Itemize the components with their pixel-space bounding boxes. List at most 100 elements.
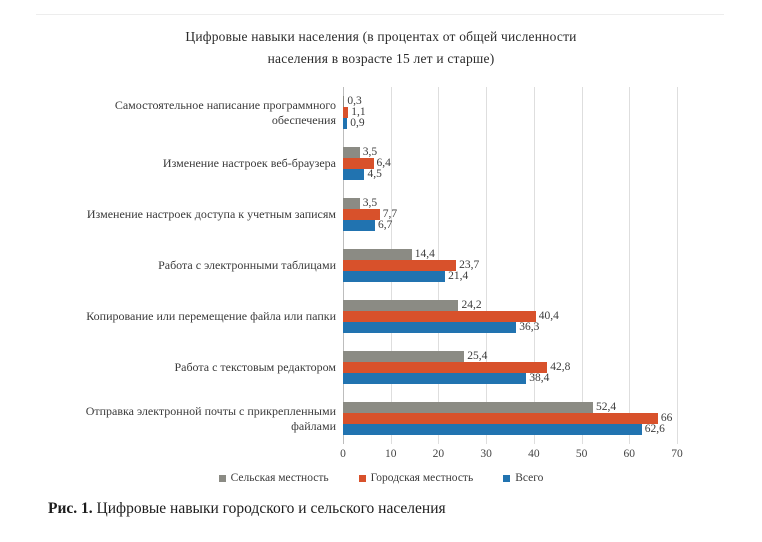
- bar: 38,4: [343, 371, 677, 385]
- category-row: Копирование или перемещение файла или па…: [48, 291, 714, 342]
- chart-legend: Сельская местность Городская местность Все…: [0, 472, 762, 484]
- gridline: [629, 87, 631, 445]
- bar-value-label: 1,1: [351, 105, 366, 118]
- legend-item: Городская местность: [358, 472, 474, 485]
- legend-item: Всего: [503, 472, 543, 484]
- category-label: Работа с текстовым редактором: [174, 360, 336, 375]
- x-axis-tick-label: 0: [340, 448, 346, 461]
- bar-fill: [343, 118, 348, 130]
- x-axis-tick-label: 70: [671, 448, 683, 461]
- bar-chart: Самостоятельное написание программного о…: [48, 87, 714, 466]
- bar: 6,7: [343, 218, 677, 232]
- category-label: Работа с электронными таблицами: [158, 258, 336, 273]
- chart-title-line1: Цифровые навыки населения (в процентах о…: [185, 29, 577, 44]
- bar: 24,2: [343, 298, 677, 312]
- bar-value-label: 3,5: [362, 145, 378, 158]
- bar-fill: [343, 220, 375, 232]
- category-label: Изменение настроек доступа к учетным зап…: [86, 207, 336, 222]
- bar: 7,7: [343, 208, 677, 221]
- bar-value-label: 42,8: [550, 360, 571, 373]
- legend-label: Всего: [515, 472, 544, 485]
- bar: 0,9: [343, 116, 677, 130]
- x-axis: 0 10 20 30 40 50 60 70: [340, 444, 683, 466]
- bar-value-label: 3,5: [362, 196, 378, 209]
- bar-value-label: 24,2: [461, 298, 482, 311]
- bar-group: 3,5 6,4 4,5: [343, 145, 677, 181]
- bar-fill: [343, 311, 536, 323]
- bar-value-label: 40,4: [538, 309, 559, 322]
- bar-group: 52,4 66 62,6: [343, 400, 677, 436]
- caption-text: Цифровые навыки городского и сельского н…: [92, 500, 446, 518]
- bar-value-label: 0,9: [350, 116, 365, 129]
- x-axis-tick-label: 40: [528, 448, 540, 461]
- chart-title: Цифровые навыки населения (в процентах о…: [48, 26, 714, 69]
- bar-fill: [343, 158, 374, 170]
- bar: 36,3: [343, 320, 677, 334]
- scan-artifact-line: [36, 14, 724, 15]
- gridline: [581, 87, 583, 445]
- bar-fill: [343, 413, 658, 425]
- bar-fill: [343, 362, 548, 374]
- legend-swatch: [218, 474, 226, 482]
- bar-fill: [343, 322, 517, 334]
- bar-value-label: 38,4: [529, 371, 550, 384]
- x-axis-tick-label: 30: [480, 448, 492, 461]
- bar: 3,5: [343, 196, 677, 210]
- legend-swatch: [358, 474, 366, 482]
- bar-value-label: 25,4: [467, 349, 488, 362]
- bar-fill: [343, 169, 365, 181]
- bar: 40,4: [343, 309, 677, 323]
- bar-value-label: 23,7: [459, 258, 480, 271]
- bar-fill: [343, 96, 345, 108]
- bar-value-label: 62,6: [644, 422, 665, 435]
- bar: 6,4: [343, 157, 677, 170]
- legend-label: Сельская местность: [230, 472, 329, 485]
- bar: 1,1: [343, 105, 677, 119]
- bar-fill: [343, 198, 360, 210]
- bar-value-label: 6,7: [377, 218, 393, 231]
- bar-group: 24,2 40,4 36,3: [343, 298, 677, 334]
- legend-item: Сельская местность: [218, 472, 329, 485]
- bar-value-label: 66: [660, 411, 673, 424]
- bar-value-label: 21,4: [448, 269, 469, 282]
- category-row: Работа с текстовым редактором 25,4 42,8 38,…: [48, 342, 714, 393]
- x-axis-tick-label: 10: [384, 448, 397, 461]
- chart-title-line2: населения в возрасте 15 лет и старше): [267, 50, 495, 66]
- bar-fill: [343, 271, 446, 283]
- caption-prefix: Рис. 1.: [48, 500, 93, 518]
- bar: 21,4: [343, 269, 677, 283]
- bar: 52,4: [343, 400, 677, 414]
- bar-group: 14,4 23,7 21,4: [343, 247, 677, 283]
- category-label: Копирование или перемещение файла или па…: [86, 309, 336, 324]
- legend-label: Городская местность: [370, 472, 474, 485]
- bar-value-label: 4,5: [367, 167, 382, 180]
- bar-fill: [343, 424, 642, 436]
- bar: 62,6: [343, 422, 677, 436]
- bar-value-label: 52,4: [596, 400, 617, 413]
- bar-value-label: 36,3: [519, 320, 540, 333]
- legend-swatch: [503, 474, 511, 482]
- category-row: Отправка электронной почты с прикрепленн…: [48, 393, 714, 444]
- category-label: Самостоятельное написание программного о…: [114, 97, 336, 127]
- gridline: [486, 87, 488, 445]
- x-axis-tick-label: 20: [432, 448, 445, 461]
- bar: 3,5: [343, 145, 677, 159]
- bar-group: 25,4 42,8 38,4: [343, 349, 677, 385]
- bar: 25,4: [343, 349, 677, 363]
- bar: 66: [343, 411, 677, 425]
- x-axis-tick-label: 50: [575, 448, 588, 461]
- plot-rows: Самостоятельное написание программного о…: [48, 87, 714, 444]
- bar-value-label: 14,4: [414, 247, 435, 260]
- bar-fill: [343, 249, 412, 261]
- gridline: [677, 87, 678, 445]
- category-label: Изменение настроек веб-браузера: [162, 156, 336, 171]
- bar-fill: [343, 260, 457, 272]
- category-row: Изменение настроек веб-браузера 3,5 6,4 4,5: [48, 138, 714, 189]
- bar: 42,8: [343, 360, 677, 374]
- bar-fill: [343, 147, 360, 159]
- category-row: Работа с электронными таблицами 14,4 23,7 2…: [48, 240, 714, 291]
- category-row: Самостоятельное написание программного о…: [48, 87, 714, 138]
- bar-fill: [343, 351, 465, 363]
- bar-fill: [343, 209, 380, 221]
- bar-fill: [343, 107, 349, 119]
